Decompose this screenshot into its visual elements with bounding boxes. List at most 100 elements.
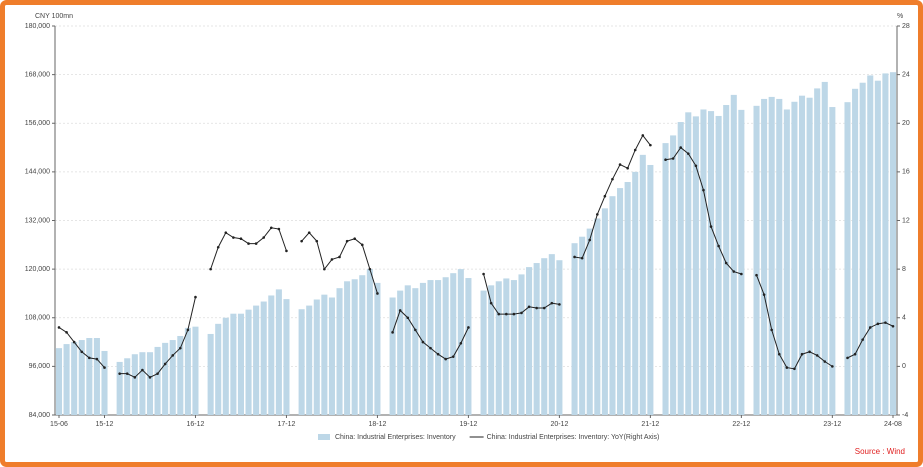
bar <box>852 88 859 416</box>
bar <box>541 258 548 415</box>
line-marker <box>611 177 614 181</box>
x-tick-label: 15-06 <box>50 421 68 428</box>
source: Source : Wind <box>855 447 905 456</box>
line-marker <box>694 164 698 168</box>
bar <box>662 143 669 415</box>
bar <box>806 97 813 416</box>
line-marker <box>285 249 288 253</box>
line-marker <box>459 341 463 345</box>
y-tick-label: 132,000 <box>25 217 50 224</box>
line-marker <box>141 368 144 372</box>
line-marker <box>216 245 220 249</box>
bar <box>768 96 775 415</box>
line-marker <box>686 152 690 155</box>
bar <box>131 354 138 415</box>
line-marker <box>573 255 576 259</box>
line-marker <box>376 292 379 295</box>
y2-tick-label: -4 <box>902 412 908 419</box>
bar <box>124 358 131 415</box>
line-marker <box>755 273 758 277</box>
line-marker <box>133 376 137 379</box>
bar <box>503 278 510 415</box>
line-marker <box>815 354 819 357</box>
bar <box>435 280 442 415</box>
bar <box>321 294 328 415</box>
line-marker <box>596 213 599 216</box>
y-tick-label: 168,000 <box>25 71 50 78</box>
bar <box>139 352 146 415</box>
bar <box>450 273 457 415</box>
bar <box>207 333 214 415</box>
bar <box>692 116 699 416</box>
line-marker <box>444 357 447 361</box>
line-marker <box>846 356 849 360</box>
line-marker <box>724 261 728 265</box>
line-marker <box>65 331 68 334</box>
line-marker <box>277 227 281 231</box>
line-marker <box>580 256 584 260</box>
x-tick-label: 22-12 <box>732 421 750 428</box>
bar <box>412 288 419 415</box>
line-marker <box>891 324 895 328</box>
bar <box>708 111 715 415</box>
line-marker <box>800 352 804 356</box>
y-tick-label: 156,000 <box>25 120 50 127</box>
bar <box>609 196 616 415</box>
line-marker <box>338 255 341 259</box>
bar <box>556 260 563 415</box>
line-marker <box>588 238 592 242</box>
bar <box>776 98 783 415</box>
line-marker <box>330 258 334 261</box>
bar <box>821 81 828 415</box>
legend-label: China: Industrial Enterprises: Inventory <box>335 434 456 441</box>
line-marker <box>148 376 152 379</box>
line-marker <box>232 236 235 239</box>
line-marker <box>353 237 356 241</box>
y-tick-label: 120,000 <box>25 266 50 273</box>
bar <box>215 323 222 415</box>
line-marker <box>497 312 501 316</box>
line-marker <box>163 362 167 366</box>
line-marker <box>664 158 667 162</box>
y2-tick-label: 4 <box>902 315 906 322</box>
bar <box>93 338 100 415</box>
bar <box>419 282 426 415</box>
line-marker <box>884 321 887 324</box>
bar <box>465 278 472 415</box>
line-marker <box>527 305 531 309</box>
line-marker <box>414 328 417 332</box>
line-marker <box>831 365 834 368</box>
y-tick-label: 108,000 <box>25 315 50 322</box>
line-marker <box>770 328 773 332</box>
bar <box>351 279 358 415</box>
x-tick-label: 21-12 <box>641 421 659 428</box>
line-marker <box>641 134 645 137</box>
y-axis-label: CNY 100mn <box>35 13 73 20</box>
bar <box>753 105 760 415</box>
bar <box>495 281 502 415</box>
legend-swatch <box>318 434 330 440</box>
bar <box>889 72 897 415</box>
bar <box>237 313 244 415</box>
legend-label: China: Industrial Enterprises: Inventory… <box>487 434 660 441</box>
bar <box>874 80 881 415</box>
bar <box>548 254 555 415</box>
bar <box>86 338 93 415</box>
line-marker <box>868 326 872 329</box>
bar <box>306 305 313 415</box>
bar <box>859 82 866 416</box>
line-marker <box>702 188 705 192</box>
line-marker <box>558 303 561 306</box>
line-marker <box>156 372 159 375</box>
line-marker <box>482 272 485 276</box>
bar <box>169 340 176 415</box>
bar <box>798 95 806 415</box>
bar <box>488 285 495 415</box>
line-marker <box>732 270 736 273</box>
line-marker <box>72 340 76 344</box>
bar <box>677 122 684 416</box>
bar <box>116 361 123 415</box>
y2-tick-label: 0 <box>902 363 906 370</box>
bar <box>245 309 252 415</box>
